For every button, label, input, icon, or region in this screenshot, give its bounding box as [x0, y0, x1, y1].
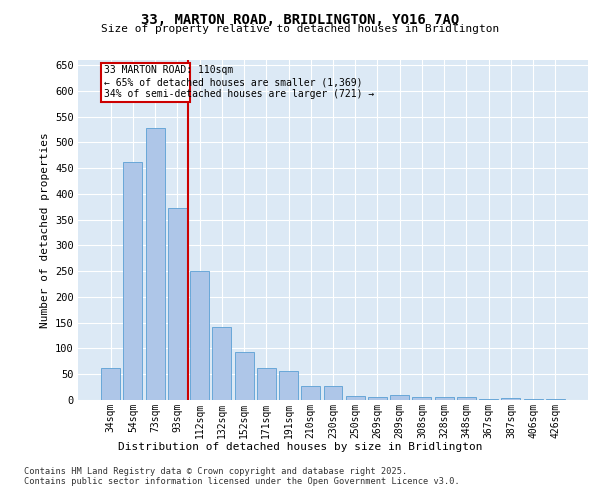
Text: 33 MARTON ROAD: 110sqm: 33 MARTON ROAD: 110sqm [104, 64, 233, 74]
Bar [368, 398, 387, 400]
Text: 34% of semi-detached houses are larger (721) →: 34% of semi-detached houses are larger (… [104, 90, 374, 100]
Text: 33, MARTON ROAD, BRIDLINGTON, YO16 7AQ: 33, MARTON ROAD, BRIDLINGTON, YO16 7AQ [141, 12, 459, 26]
Bar [390, 395, 409, 400]
Bar [212, 328, 231, 400]
FancyBboxPatch shape [101, 62, 190, 102]
Bar [546, 399, 565, 400]
Bar [412, 398, 431, 400]
Bar [479, 399, 498, 400]
Text: Contains public sector information licensed under the Open Government Licence v3: Contains public sector information licen… [24, 478, 460, 486]
Bar [146, 128, 164, 400]
Bar [279, 370, 298, 400]
Text: ← 65% of detached houses are smaller (1,369): ← 65% of detached houses are smaller (1,… [104, 77, 362, 87]
Bar [235, 352, 254, 400]
Text: Contains HM Land Registry data © Crown copyright and database right 2025.: Contains HM Land Registry data © Crown c… [24, 468, 407, 476]
Bar [101, 368, 120, 400]
Bar [457, 398, 476, 400]
Bar [190, 271, 209, 400]
Bar [257, 368, 276, 400]
Bar [168, 208, 187, 400]
Text: Distribution of detached houses by size in Bridlington: Distribution of detached houses by size … [118, 442, 482, 452]
Bar [346, 396, 365, 400]
Bar [435, 398, 454, 400]
Text: Size of property relative to detached houses in Bridlington: Size of property relative to detached ho… [101, 24, 499, 34]
Bar [323, 386, 343, 400]
Bar [301, 386, 320, 400]
Bar [124, 162, 142, 400]
Y-axis label: Number of detached properties: Number of detached properties [40, 132, 50, 328]
Bar [524, 399, 542, 400]
Bar [502, 398, 520, 400]
